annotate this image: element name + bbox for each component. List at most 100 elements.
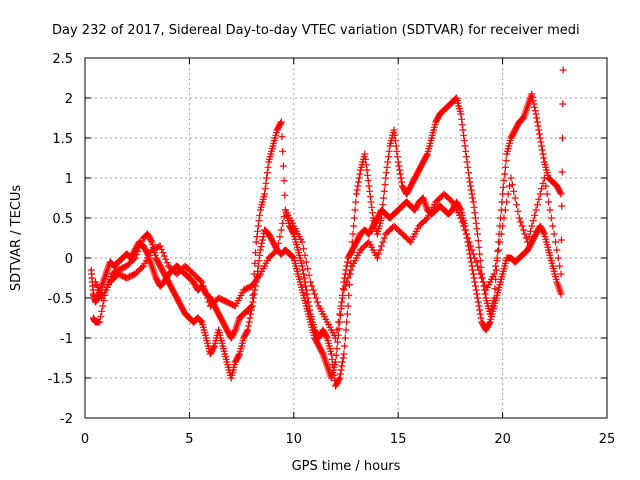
data-points	[87, 66, 567, 390]
data-point	[249, 291, 257, 299]
data-point	[536, 190, 544, 198]
data-point	[131, 254, 139, 262]
data-point	[351, 206, 359, 214]
data-point	[465, 238, 473, 246]
data-point	[499, 222, 507, 230]
plot-frame	[84, 57, 608, 419]
chart-title: Day 232 of 2017, Sidereal Day-to-day VTE…	[52, 23, 580, 38]
data-point	[380, 187, 388, 195]
data-point	[203, 294, 211, 302]
data-point	[504, 190, 512, 198]
data-point	[499, 183, 507, 191]
x-tick-label: 25	[599, 432, 616, 447]
data-point	[375, 250, 383, 258]
x-tick-label: 10	[286, 432, 303, 447]
data-point	[471, 214, 479, 222]
data-point	[536, 134, 544, 142]
y-tick-label: 2	[65, 92, 73, 107]
data-point	[556, 189, 564, 197]
data-point	[349, 230, 357, 238]
data-point	[469, 194, 477, 202]
data-point	[235, 351, 243, 359]
data-point	[554, 254, 562, 262]
data-point	[340, 350, 348, 358]
data-point	[133, 251, 141, 259]
data-point	[559, 100, 567, 108]
data-point	[558, 134, 566, 142]
data-point	[513, 201, 521, 209]
data-point	[501, 163, 509, 171]
data-point	[344, 274, 352, 282]
data-point	[546, 206, 554, 214]
data-point	[300, 245, 308, 253]
data-point	[277, 119, 285, 127]
data-point	[256, 211, 264, 219]
data-point	[557, 290, 565, 298]
data-point	[461, 142, 469, 150]
data-point	[276, 233, 284, 241]
data-point	[476, 257, 484, 265]
data-point	[197, 277, 205, 285]
data-point	[545, 198, 553, 206]
data-point	[469, 266, 477, 274]
data-point	[210, 343, 218, 351]
data-point	[199, 282, 207, 290]
data-point	[302, 258, 310, 266]
data-point	[500, 177, 508, 185]
data-point	[468, 246, 476, 254]
y-tick-label: 0	[65, 252, 73, 267]
data-point	[97, 313, 105, 321]
data-point	[201, 286, 209, 294]
data-point	[395, 162, 403, 170]
data-point	[518, 222, 526, 230]
data-point	[476, 270, 484, 278]
data-point	[339, 354, 347, 362]
data-point	[531, 107, 539, 115]
data-point	[300, 270, 308, 278]
data-point	[365, 182, 373, 190]
data-point	[197, 317, 205, 325]
data-point	[137, 241, 145, 249]
data-point	[558, 202, 566, 210]
data-point	[98, 307, 106, 315]
data-point	[502, 157, 510, 165]
data-point	[263, 169, 271, 177]
data-point	[364, 171, 372, 179]
data-point	[254, 227, 262, 235]
data-point	[246, 314, 254, 322]
data-point	[307, 278, 315, 286]
data-point	[354, 182, 362, 190]
data-point	[476, 306, 484, 314]
data-point	[308, 282, 316, 290]
data-point	[355, 174, 363, 182]
data-point	[526, 227, 534, 235]
x-tick-label: 0	[81, 432, 89, 447]
data-point	[538, 185, 546, 193]
data-point	[330, 371, 338, 379]
data-point	[467, 242, 475, 250]
axis-ticks: 0 5 10 15 20 25 -2 -1.5 -1 -0.5 0 0.5 1 1.5 2 2.5	[48, 52, 616, 447]
x-tick-label: 20	[494, 432, 511, 447]
data-point	[323, 333, 331, 341]
data-point	[447, 197, 455, 205]
data-point	[380, 234, 388, 242]
data-point	[96, 318, 104, 326]
data-point	[467, 186, 475, 194]
data-point	[515, 214, 523, 222]
series-trace-a	[87, 194, 565, 382]
data-point	[332, 351, 340, 359]
data-point	[474, 262, 482, 270]
data-point	[333, 345, 341, 353]
data-point	[377, 214, 385, 222]
data-point	[456, 205, 464, 213]
data-point	[361, 155, 369, 163]
data-point	[336, 370, 344, 378]
data-point	[364, 177, 372, 185]
data-point	[547, 214, 555, 222]
data-point	[257, 243, 265, 251]
y-tick-label: 1	[65, 172, 73, 187]
data-point	[393, 147, 401, 155]
data-point	[492, 266, 500, 274]
data-point	[469, 198, 477, 206]
data-point	[378, 207, 386, 215]
